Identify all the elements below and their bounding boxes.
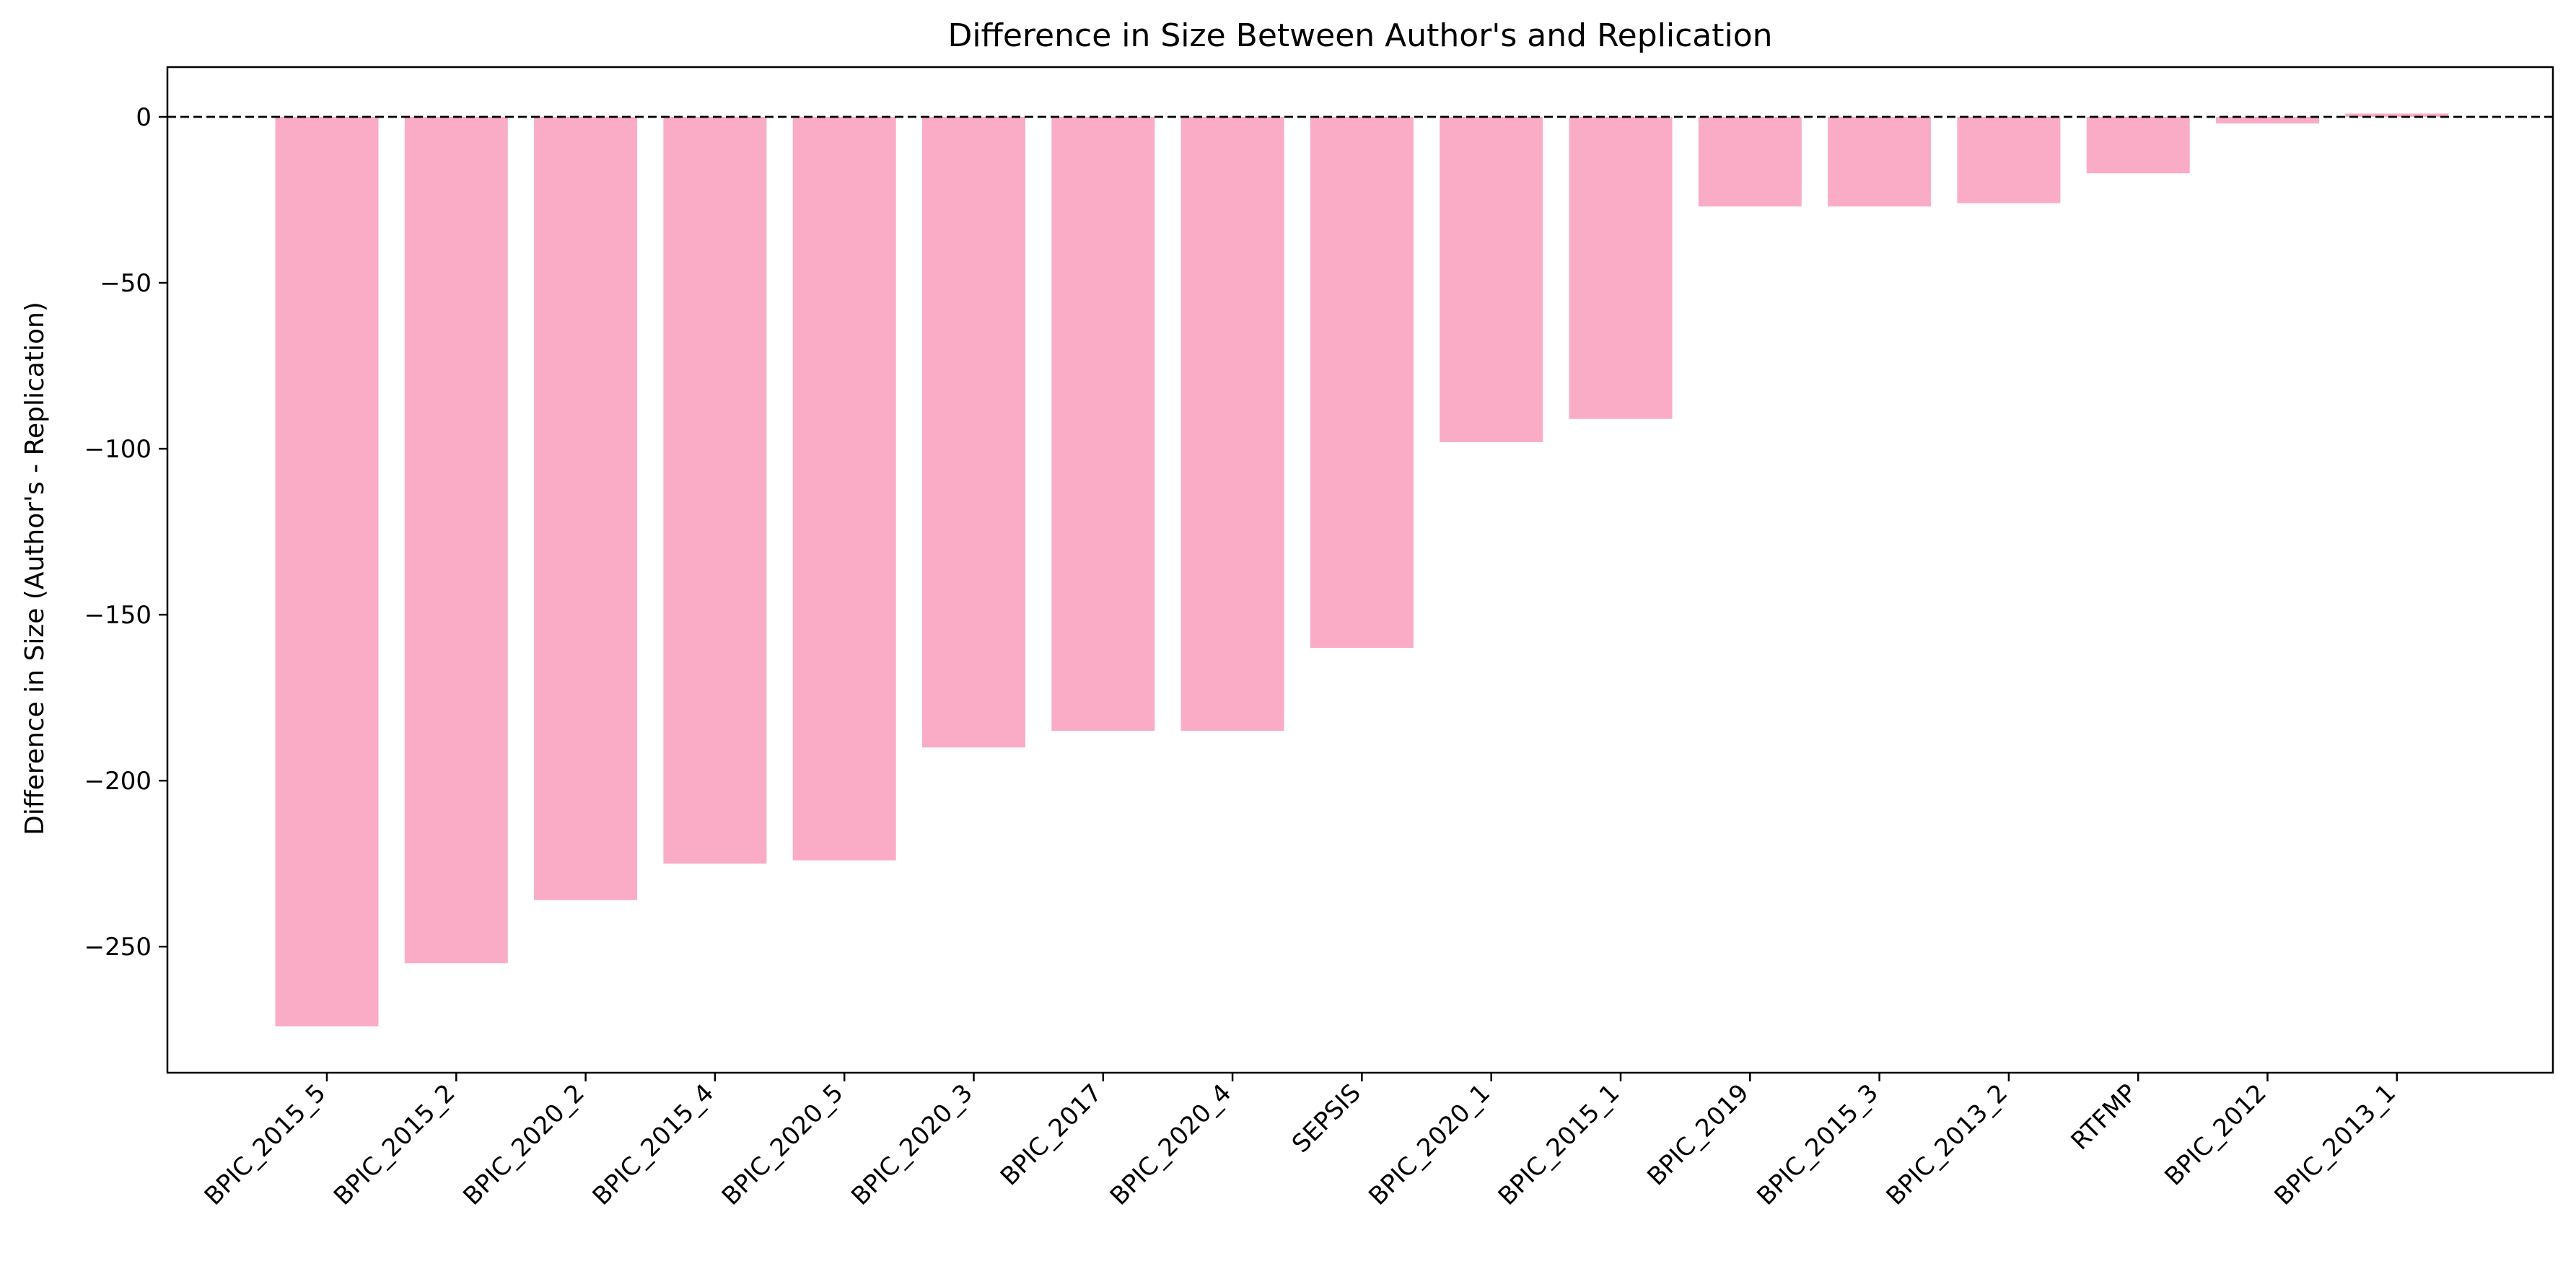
x-axis-ticks: BPIC_2015_5BPIC_2015_2BPIC_2020_2BPIC_20…	[199, 1073, 2401, 1211]
bar-bpic-2015-5	[275, 117, 379, 1027]
y-tick-label: 0	[136, 103, 152, 132]
y-tick-label: −200	[84, 767, 152, 796]
y-tick-label: −250	[84, 933, 152, 962]
bar-bpic-2012	[2216, 117, 2319, 124]
x-tick-label: RTFMP	[2066, 1078, 2143, 1156]
x-tick-label: BPIC_2017	[995, 1078, 1108, 1191]
bar-bpic-2017	[1051, 117, 1155, 732]
x-tick-label: BPIC_2015_3	[1751, 1078, 1884, 1211]
bar-bpic-2013-1	[2345, 113, 2449, 118]
bar-bpic-2020-1	[1440, 117, 1543, 442]
x-tick-label: BPIC_2020_1	[1363, 1078, 1496, 1211]
x-tick-label: BPIC_2015_1	[1493, 1078, 1626, 1211]
y-axis-label: Difference in Size (Author's - Replicati…	[20, 302, 50, 835]
y-tick-label: −100	[84, 435, 152, 464]
x-tick-label: BPIC_2020_4	[1105, 1078, 1237, 1211]
bar-bpic-2020-5	[792, 117, 896, 861]
bar-bpic-2020-3	[922, 117, 1025, 748]
plot-area: 0−50−100−150−200−250 BPIC_2015_5BPIC_201…	[84, 66, 2554, 1211]
bar-bpic-2019	[1698, 117, 1802, 207]
bar-bpic-2015-4	[663, 117, 767, 864]
y-axis-ticks: 0 −50 −100 −150 −200 −250	[84, 103, 167, 962]
bar-bpic-2015-2	[404, 117, 508, 964]
chart-title: Difference in Size Between Author's and …	[947, 17, 1772, 54]
x-tick-label: BPIC_2012	[2160, 1078, 2272, 1191]
bar-bpic-2020-4	[1180, 117, 1284, 732]
x-tick-label: BPIC_2013_2	[1881, 1078, 2014, 1211]
bar-bpic-2015-1	[1569, 117, 1673, 419]
x-tick-label: BPIC_2015_2	[328, 1078, 461, 1211]
bar-bpic-2020-2	[534, 117, 638, 900]
axes-frame	[166, 66, 2554, 1074]
x-tick-label: BPIC_2013_1	[2269, 1078, 2401, 1211]
x-tick-label: BPIC_2015_4	[587, 1078, 720, 1211]
bar-rtfmp	[2086, 117, 2190, 174]
bars-group	[275, 113, 2449, 1027]
x-tick-label: BPIC_2020_2	[457, 1078, 590, 1211]
bar-sepsis	[1310, 117, 1414, 649]
x-tick-label: SEPSIS	[1287, 1078, 1367, 1159]
bar-bpic-2015-3	[1828, 117, 1932, 207]
y-tick-label: −50	[100, 269, 152, 298]
x-tick-label: BPIC_2020_5	[717, 1078, 849, 1211]
bar-bpic-2013-2	[1957, 117, 2061, 203]
x-tick-label: BPIC_2015_5	[199, 1078, 332, 1211]
y-tick-label: −150	[84, 601, 152, 630]
x-tick-label: BPIC_2020_3	[846, 1078, 978, 1211]
x-tick-label: BPIC_2019	[1642, 1078, 1754, 1191]
